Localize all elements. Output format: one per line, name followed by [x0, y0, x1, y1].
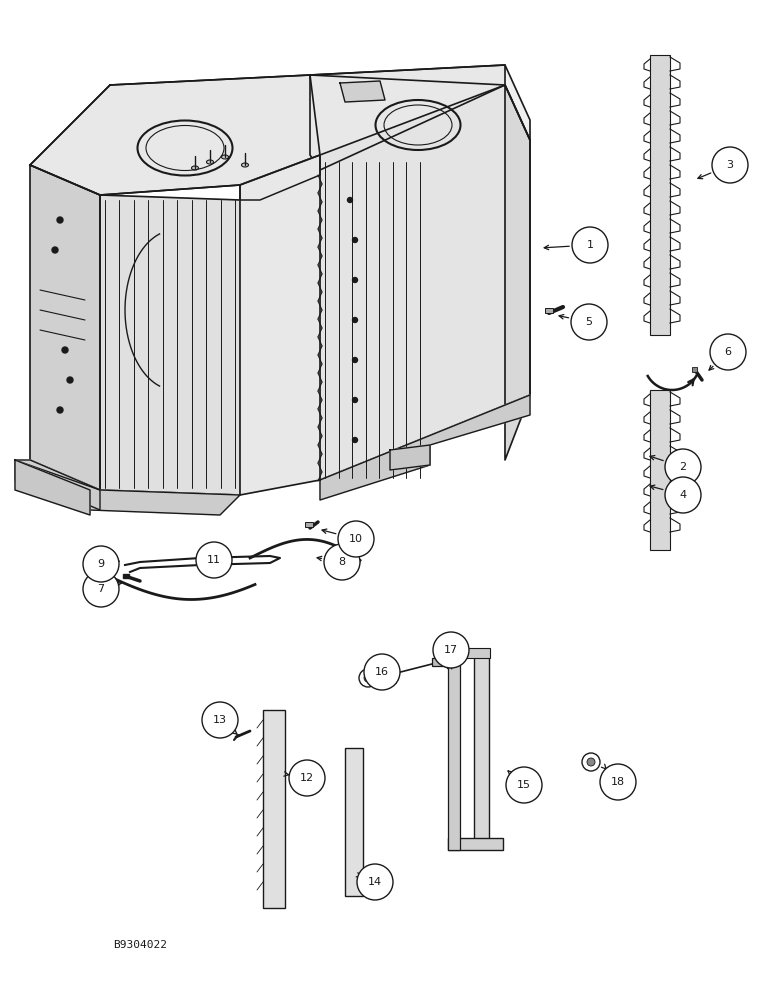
Text: 15: 15 — [517, 780, 531, 790]
Text: 6: 6 — [724, 347, 732, 357]
Text: 8: 8 — [338, 557, 346, 567]
Circle shape — [353, 237, 357, 242]
Circle shape — [353, 438, 357, 442]
Circle shape — [57, 407, 63, 413]
Text: 1: 1 — [587, 240, 594, 250]
Text: 5: 5 — [585, 317, 592, 327]
Bar — [448, 648, 490, 658]
Text: 12: 12 — [300, 773, 314, 783]
Ellipse shape — [222, 155, 229, 159]
Polygon shape — [310, 65, 530, 140]
Text: 9: 9 — [97, 559, 104, 569]
Polygon shape — [30, 165, 100, 490]
Text: 16: 16 — [375, 667, 389, 677]
Circle shape — [359, 669, 377, 687]
Bar — [692, 367, 697, 372]
Circle shape — [353, 397, 357, 402]
Bar — [474, 650, 489, 845]
Bar — [545, 308, 553, 313]
Ellipse shape — [206, 160, 214, 164]
Polygon shape — [15, 460, 90, 515]
Bar — [432, 658, 446, 666]
Circle shape — [506, 767, 542, 803]
Circle shape — [433, 632, 469, 668]
Text: 3: 3 — [726, 160, 733, 170]
Text: 13: 13 — [213, 715, 227, 725]
Bar — [650, 390, 670, 550]
Circle shape — [83, 571, 119, 607]
Polygon shape — [310, 65, 505, 170]
Bar — [448, 650, 460, 850]
Polygon shape — [15, 460, 100, 510]
Text: 14: 14 — [368, 877, 382, 887]
Circle shape — [710, 334, 746, 370]
Ellipse shape — [242, 163, 249, 167]
Polygon shape — [340, 81, 385, 102]
Polygon shape — [505, 85, 530, 460]
Circle shape — [353, 277, 357, 282]
Polygon shape — [100, 195, 240, 495]
Polygon shape — [15, 460, 240, 515]
Circle shape — [712, 147, 748, 183]
Text: 18: 18 — [611, 777, 625, 787]
Text: 10: 10 — [349, 534, 363, 544]
Ellipse shape — [191, 166, 198, 170]
Circle shape — [83, 546, 119, 582]
Circle shape — [52, 247, 58, 253]
Circle shape — [289, 760, 325, 796]
Circle shape — [196, 542, 232, 578]
Polygon shape — [30, 75, 320, 195]
Circle shape — [202, 702, 238, 738]
Polygon shape — [240, 155, 320, 200]
Circle shape — [364, 654, 400, 690]
Polygon shape — [320, 395, 530, 500]
Circle shape — [67, 377, 73, 383]
Text: 2: 2 — [679, 462, 686, 472]
Text: 7: 7 — [97, 584, 104, 594]
Bar — [123, 574, 129, 578]
Circle shape — [665, 449, 701, 485]
Circle shape — [324, 544, 360, 580]
Text: 4: 4 — [679, 490, 686, 500]
Bar — [345, 748, 363, 896]
Circle shape — [364, 674, 372, 682]
Circle shape — [571, 304, 607, 340]
Circle shape — [353, 358, 357, 362]
Circle shape — [665, 477, 701, 513]
Circle shape — [600, 764, 636, 800]
Circle shape — [347, 198, 353, 202]
Circle shape — [338, 521, 374, 557]
Text: 17: 17 — [444, 645, 458, 655]
Bar — [305, 522, 313, 527]
Polygon shape — [320, 85, 530, 480]
Polygon shape — [30, 75, 320, 195]
Polygon shape — [240, 155, 320, 495]
Circle shape — [62, 347, 68, 353]
Polygon shape — [390, 445, 430, 470]
Bar — [448, 838, 503, 850]
Circle shape — [587, 758, 595, 766]
Circle shape — [353, 318, 357, 322]
Circle shape — [357, 864, 393, 900]
Circle shape — [572, 227, 608, 263]
Bar — [263, 710, 285, 908]
Bar — [87, 556, 99, 561]
Circle shape — [57, 217, 63, 223]
Circle shape — [582, 753, 600, 771]
Text: B9304022: B9304022 — [113, 940, 167, 950]
Circle shape — [442, 657, 452, 667]
Bar — [650, 55, 670, 335]
Text: 11: 11 — [207, 555, 221, 565]
